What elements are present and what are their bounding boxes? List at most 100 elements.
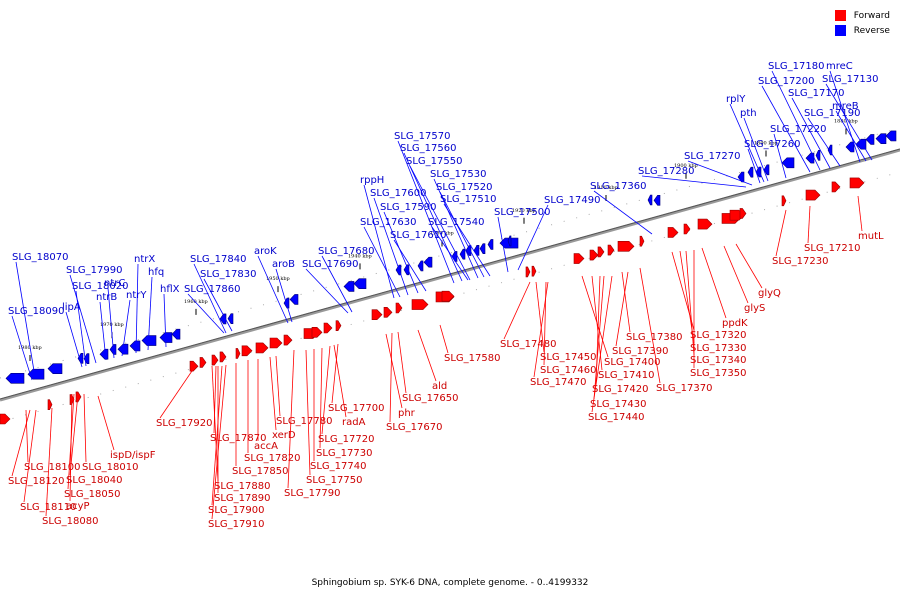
- reverse-gene-arrow: [479, 243, 486, 254]
- reverse-gene-arrow: [737, 171, 745, 183]
- reverse-gene-arrow: [77, 353, 84, 364]
- gene-label-slg-18040: SLG_18040: [66, 475, 122, 486]
- gene-label-slg-17330: SLG_17330: [690, 343, 746, 354]
- gene-label-slg-17600: SLG_17600: [370, 188, 426, 199]
- scale-label: 1930 kbp: [430, 231, 454, 237]
- leader-line-arok: [257, 255, 289, 324]
- gene-label-glys: glyS: [744, 303, 765, 314]
- leader-line-slg-17990: [69, 274, 97, 364]
- gene-label-slg-17580: SLG_17580: [444, 353, 500, 364]
- gene-label-slg-17650: SLG_17650: [402, 393, 458, 404]
- gene-label-slg-17460: SLG_17460: [540, 365, 596, 376]
- forward-gene-arrow: [395, 302, 403, 314]
- reverse-gene-arrow: [99, 348, 109, 360]
- leader-line-slg-17360: [593, 190, 653, 235]
- gene-label-slg-17780: SLG_17780: [276, 416, 332, 427]
- reverse-gene-arrow: [465, 245, 472, 256]
- leader-line-slg-17320: [671, 251, 695, 331]
- gene-label-ntrc: ntrC: [104, 278, 125, 289]
- gene-label-slg-17430: SLG_17430: [590, 399, 646, 410]
- leader-line-slg-17840: [193, 263, 227, 334]
- leader-line-slg-18100: [25, 409, 29, 463]
- leader-line-ntrb: [99, 301, 107, 361]
- forward-gene-arrow: [47, 399, 53, 410]
- scale-label: 1900 kbp: [674, 163, 698, 169]
- reverse-gene-arrow: [763, 164, 770, 176]
- gene-label-slg-18110: SLG_18110: [20, 502, 76, 513]
- leader-line-slg-18010: [83, 393, 87, 463]
- gene-label-slg-17520: SLG_17520: [436, 182, 492, 193]
- leader-line-slg-17720: [321, 345, 331, 435]
- legend-swatch-reverse: [834, 25, 846, 36]
- leader-line-slg-17230: [775, 209, 787, 257]
- forward-gene-arrow: [189, 360, 199, 372]
- reverse-gene-arrow: [747, 166, 754, 178]
- leader-line-slg-17700: [331, 343, 339, 404]
- gene-label-slg-17560: SLG_17560: [400, 143, 456, 154]
- scale-label: 1880 kbp: [834, 118, 858, 124]
- leader-line-slg-17730: [319, 347, 323, 449]
- gene-label-slg-17480: SLG_17480: [500, 339, 556, 350]
- reverse-gene-arrow: [815, 150, 821, 161]
- reverse-gene-arrow: [403, 264, 410, 276]
- gene-label-slg-17280: SLG_17280: [638, 166, 694, 177]
- leader-line-slg-17450: [535, 281, 545, 353]
- gene-label-slg-17170: SLG_17170: [788, 88, 844, 99]
- reverse-gene-arrow: [417, 260, 424, 272]
- forward-gene-arrow: [739, 208, 747, 219]
- gene-label-slg-17840: SLG_17840: [190, 254, 246, 265]
- gene-label-slg-17570: SLG_17570: [394, 131, 450, 142]
- gene-label-slg-18080: SLG_18080: [42, 516, 98, 527]
- gene-label-slg-17790: SLG_17790: [284, 488, 340, 499]
- forward-gene-arrow: [573, 253, 585, 264]
- leader-line-slg-17340: [685, 250, 695, 356]
- forward-gene-arrow: [849, 177, 865, 189]
- backbone-line: [0, 148, 900, 402]
- gene-label-ntry: ntrY: [126, 290, 147, 301]
- gene-label-slg-17210: SLG_17210: [804, 243, 860, 254]
- leader-line-slg-17670: [389, 332, 393, 423]
- gene-label-arok: aroK: [254, 246, 277, 257]
- gene-label-slg-17670: SLG_17670: [386, 422, 442, 433]
- gene-label-slg-17410: SLG_17410: [598, 370, 654, 381]
- gene-label-slg-17830: SLG_17830: [200, 269, 256, 280]
- gene-label-slg-17530: SLG_17530: [430, 169, 486, 180]
- gene-label-ntrb: ntrB: [96, 292, 117, 303]
- leader-line-slg-17680: [321, 255, 353, 313]
- leader-line-slg-17540: [431, 226, 469, 281]
- gene-label-lipa: lipA: [62, 302, 81, 313]
- genome-backbone: [0, 127, 900, 423]
- leader-line-slg-18020: [75, 290, 87, 367]
- leader-line-slg-17180: [771, 70, 821, 171]
- gene-label-slg-18090: SLG_18090: [8, 306, 64, 317]
- leader-line-slg-17500: [497, 216, 509, 273]
- reverse-gene-arrow: [129, 340, 141, 352]
- forward-gene-arrow: [371, 309, 383, 320]
- gene-label-pth: pth: [740, 108, 757, 119]
- gene-label-slg-17360: SLG_17360: [590, 181, 646, 192]
- gene-label-slg-18050: SLG_18050: [64, 489, 120, 500]
- reverse-gene-arrow: [885, 130, 897, 142]
- leader-line-rply: [729, 103, 765, 183]
- leader-line-slg-17830: [203, 278, 233, 332]
- gene-label-slg-17220: SLG_17220: [770, 124, 826, 135]
- leader-line-hfq: [147, 276, 153, 351]
- leader-line-slg-17170: [791, 97, 831, 169]
- gene-label-mrec: mreC: [826, 61, 853, 72]
- forward-gene-arrow: [211, 354, 219, 366]
- leader-line-slg-17790: [287, 349, 295, 489]
- leader-line-slg-17600: [373, 197, 409, 296]
- reverse-gene-arrow: [647, 194, 653, 206]
- forward-gene-arrow: [235, 348, 241, 359]
- leader-line-slg-17550: [409, 165, 471, 281]
- leader-line-lipa: [65, 311, 83, 368]
- reverse-gene-arrow: [27, 368, 45, 380]
- scale-label: 1950 kbp: [266, 276, 290, 282]
- leader-line-hflx: [163, 293, 167, 348]
- leader-line-slg-17210: [807, 205, 811, 244]
- gene-label-slg-17920: SLG_17920: [156, 418, 212, 429]
- leader-line-slg-17380: [621, 271, 631, 333]
- gene-label-slg-18010: SLG_18010: [82, 462, 138, 473]
- gene-label-slg-17870: SLG_17870: [210, 433, 266, 444]
- gene-label-slg-17820: SLG_17820: [244, 453, 300, 464]
